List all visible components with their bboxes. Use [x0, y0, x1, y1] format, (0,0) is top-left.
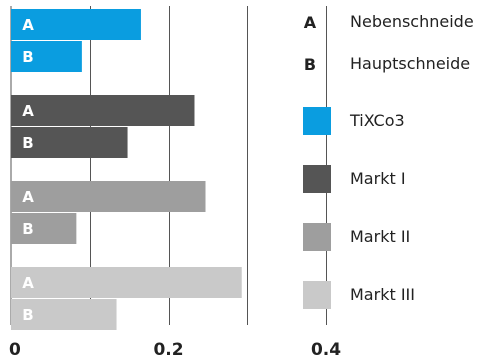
- legend-key-label: Nebenschneide: [350, 12, 474, 31]
- legend-key-letter: A: [304, 13, 317, 32]
- bar-label: A: [22, 102, 34, 120]
- bar-markt-i-b: [11, 127, 128, 158]
- x-tick-labels: 0 0.2 0.4: [9, 340, 341, 360]
- legend-swatch: [303, 281, 331, 309]
- legend-key-letter: B: [304, 55, 316, 74]
- bar-tixco3-a: [11, 9, 141, 40]
- legend-swatch: [303, 223, 331, 251]
- legend-series-label: Markt III: [350, 285, 415, 304]
- bar-label: B: [22, 134, 33, 152]
- bar-label: A: [22, 16, 34, 34]
- x-tick-label: 0.4: [311, 340, 341, 360]
- legend-swatch: [303, 107, 331, 135]
- legend-series-label: Markt II: [350, 227, 410, 246]
- bar-label: A: [22, 188, 34, 206]
- legend-series-label: TiXCo3: [349, 111, 405, 130]
- bar-label: A: [22, 274, 34, 292]
- legend-key-label: Hauptschneide: [350, 54, 470, 73]
- bar-label: B: [22, 306, 33, 324]
- bar-label: B: [22, 48, 33, 66]
- legend-series-label: Markt I: [350, 169, 406, 188]
- x-tick-label: 0: [9, 340, 21, 360]
- bar-markt-iii-b: [11, 299, 117, 330]
- legend: A Nebenschneide B Hauptschneide TiXCo3 Markt …: [303, 12, 474, 309]
- legend-swatch: [303, 165, 331, 193]
- bar-markt-iii-a: [11, 267, 242, 298]
- x-tick-label: 0.2: [153, 340, 183, 360]
- bar-markt-ii-a: [11, 181, 206, 212]
- bar-tixco3-b: [11, 41, 82, 72]
- bar-label: B: [22, 220, 33, 238]
- bar-markt-i-a: [11, 95, 195, 126]
- bar-markt-ii-b: [11, 213, 77, 244]
